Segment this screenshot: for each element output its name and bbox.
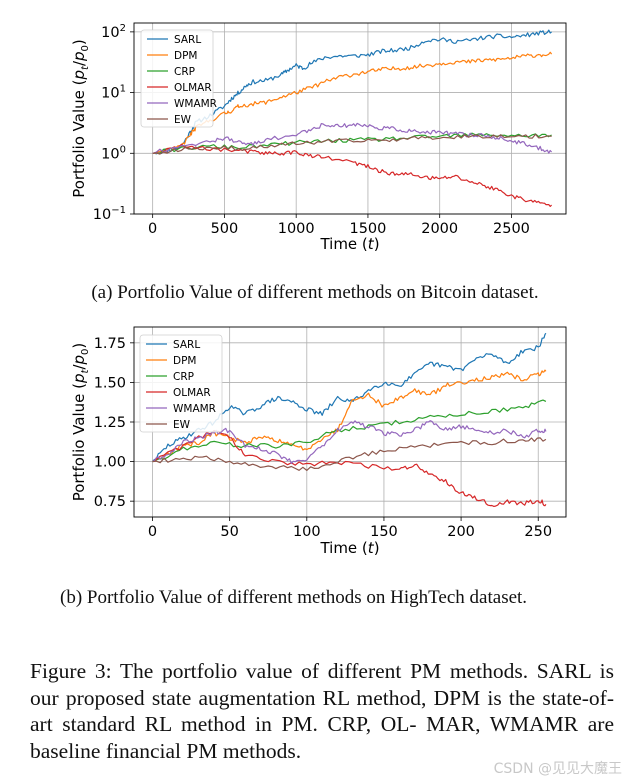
- legend-label-wmamr: WMAMR: [174, 98, 217, 110]
- y-axis-label: Portfolio Value (pt/p0): [70, 343, 91, 502]
- series-line-ew: [152, 437, 547, 471]
- y-tick-label: 1.25: [94, 415, 126, 431]
- legend-label-sarl: SARL: [173, 339, 200, 351]
- series-line-olmar: [152, 143, 553, 207]
- series-line-sarl: [152, 29, 552, 155]
- series-line-crp: [152, 399, 547, 463]
- series-line-ew: [152, 133, 552, 155]
- y-tick-label: 102: [101, 23, 126, 41]
- y-axis-label: Portfolio Value (pt/p0): [70, 39, 91, 198]
- y-tick-label: 10−1: [93, 205, 126, 223]
- y-tick-label: 100: [101, 144, 126, 162]
- plot-frame: [133, 326, 567, 518]
- legend-label-sarl: SARL: [174, 34, 201, 46]
- series-line-olmar: [152, 429, 547, 507]
- x-tick-label: 1500: [349, 221, 386, 237]
- series-line-wmamr: [152, 122, 553, 154]
- chart-hightech: 0 50 100 150 200 250 0.75 1.00 1.25 1.50 1.75 SARL D…: [70, 326, 567, 557]
- legend-label-dpm: DPM: [174, 50, 197, 62]
- plot-frame: [133, 22, 567, 215]
- series-line-wmamr: [152, 420, 547, 465]
- legend-label-dpm: DPM: [173, 355, 196, 367]
- legend-label-crp: CRP: [173, 371, 194, 383]
- x-tick-label: 0: [148, 524, 157, 540]
- y-tick-label: 0.75: [94, 494, 126, 510]
- legend-label-crp: CRP: [174, 66, 195, 78]
- x-axis-label: Time (t): [319, 539, 379, 557]
- x-tick-label: 100: [293, 524, 321, 540]
- y-tick-label: 1.50: [94, 375, 126, 391]
- y-tick-label: 1.00: [94, 455, 126, 471]
- legend-label-olmar: OLMAR: [173, 387, 211, 399]
- x-tick-label: 150: [370, 524, 398, 540]
- x-tick-label: 500: [211, 221, 239, 237]
- y-tick-label: 1.75: [94, 336, 126, 352]
- x-tick-label: 200: [447, 524, 475, 540]
- caption-a: (a) Portfolio Value of different methods…: [91, 282, 539, 303]
- legend-label-wmamr: WMAMR: [173, 403, 216, 415]
- x-tick-label: 250: [524, 524, 552, 540]
- legend-label-olmar: OLMAR: [174, 82, 212, 94]
- x-tick-label: 50: [220, 524, 238, 540]
- watermark: CSDN @见见大魔王: [493, 761, 622, 777]
- x-tick-label: 2000: [421, 221, 458, 237]
- x-tick-label: 1000: [278, 221, 315, 237]
- x-tick-label: 2500: [493, 221, 530, 237]
- legend-label-ew: EW: [174, 114, 192, 126]
- x-tick-label: 0: [148, 221, 157, 237]
- caption-b: (b) Portfolio Value of different methods…: [60, 587, 528, 608]
- y-tick-label: 101: [101, 84, 126, 102]
- figure-caption: Figure 3: The portfolio value of differe…: [30, 659, 614, 763]
- x-axis-label: Time (t): [319, 235, 379, 253]
- legend-label-ew: EW: [173, 419, 191, 431]
- chart-bitcoin: 0 500 1000 1500 2000 2500 10−1 100 101 102 SARL DPM…: [70, 22, 567, 253]
